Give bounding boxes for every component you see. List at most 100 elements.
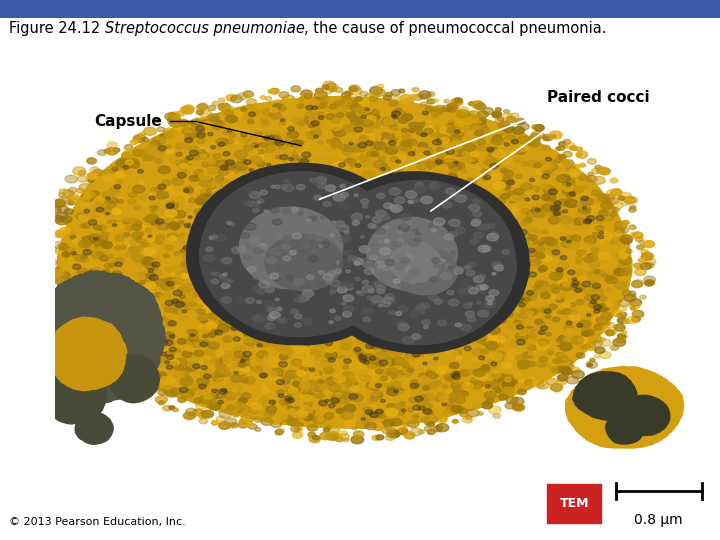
Circle shape [351, 160, 361, 167]
Circle shape [318, 271, 324, 274]
Circle shape [195, 198, 205, 205]
Circle shape [583, 287, 595, 295]
Circle shape [308, 197, 320, 204]
Circle shape [366, 298, 377, 305]
Circle shape [445, 268, 454, 273]
Circle shape [518, 145, 528, 151]
Circle shape [297, 140, 304, 144]
Circle shape [408, 252, 418, 258]
Circle shape [189, 176, 199, 181]
Circle shape [370, 141, 383, 150]
Circle shape [397, 306, 408, 312]
Circle shape [89, 234, 101, 241]
Circle shape [318, 415, 325, 420]
Circle shape [450, 287, 463, 296]
Circle shape [436, 147, 444, 152]
Circle shape [419, 143, 426, 147]
Circle shape [310, 183, 323, 191]
Circle shape [474, 282, 485, 288]
Circle shape [440, 272, 452, 280]
Circle shape [66, 333, 76, 340]
Circle shape [220, 304, 231, 310]
Circle shape [262, 271, 266, 273]
Circle shape [375, 265, 384, 271]
Circle shape [521, 183, 532, 191]
Circle shape [264, 326, 271, 330]
Circle shape [84, 210, 90, 213]
Circle shape [474, 286, 484, 292]
Circle shape [344, 158, 356, 166]
Circle shape [291, 307, 302, 313]
Circle shape [472, 125, 480, 130]
Circle shape [282, 326, 292, 332]
Circle shape [520, 234, 524, 237]
Circle shape [366, 224, 374, 229]
Circle shape [420, 196, 433, 204]
Circle shape [147, 383, 158, 391]
Circle shape [593, 269, 600, 274]
Circle shape [354, 127, 363, 132]
Circle shape [236, 405, 246, 411]
Circle shape [279, 340, 291, 347]
Circle shape [638, 258, 644, 262]
Circle shape [428, 129, 440, 137]
Circle shape [186, 156, 194, 160]
Circle shape [354, 194, 359, 197]
Circle shape [120, 383, 132, 390]
Circle shape [176, 152, 182, 156]
Circle shape [71, 334, 78, 339]
Circle shape [450, 316, 456, 320]
Circle shape [325, 399, 329, 402]
Circle shape [467, 124, 474, 129]
Circle shape [293, 145, 303, 152]
Circle shape [193, 237, 199, 240]
Circle shape [596, 167, 608, 174]
Circle shape [242, 205, 249, 209]
Circle shape [202, 392, 208, 395]
Circle shape [420, 94, 428, 99]
Circle shape [423, 362, 427, 365]
Circle shape [395, 424, 407, 432]
Circle shape [463, 322, 475, 330]
Circle shape [342, 225, 354, 233]
Circle shape [358, 291, 364, 295]
Circle shape [312, 387, 320, 393]
Circle shape [410, 387, 416, 390]
Circle shape [276, 380, 284, 384]
Circle shape [348, 144, 361, 152]
Circle shape [544, 237, 554, 244]
Circle shape [211, 146, 216, 149]
Circle shape [604, 275, 614, 281]
Circle shape [499, 309, 512, 317]
Circle shape [296, 289, 305, 295]
Circle shape [319, 214, 330, 221]
Circle shape [354, 347, 361, 352]
Circle shape [447, 390, 453, 394]
Circle shape [402, 114, 413, 121]
Circle shape [479, 196, 490, 202]
Circle shape [55, 230, 66, 237]
Circle shape [97, 354, 108, 361]
Circle shape [91, 219, 99, 224]
Circle shape [483, 130, 490, 134]
Circle shape [90, 191, 99, 197]
Circle shape [228, 129, 232, 132]
Circle shape [398, 392, 406, 396]
Circle shape [176, 192, 189, 201]
Circle shape [389, 100, 398, 106]
Circle shape [590, 191, 595, 194]
Circle shape [203, 205, 212, 210]
Circle shape [563, 160, 574, 166]
Circle shape [395, 131, 407, 138]
Circle shape [201, 366, 207, 369]
Circle shape [487, 382, 499, 389]
Circle shape [343, 190, 354, 197]
Circle shape [324, 243, 333, 249]
Circle shape [358, 364, 364, 368]
Circle shape [393, 200, 400, 205]
Circle shape [414, 299, 421, 303]
Circle shape [53, 241, 66, 249]
Circle shape [341, 411, 353, 420]
Circle shape [120, 158, 129, 164]
Circle shape [397, 190, 402, 193]
